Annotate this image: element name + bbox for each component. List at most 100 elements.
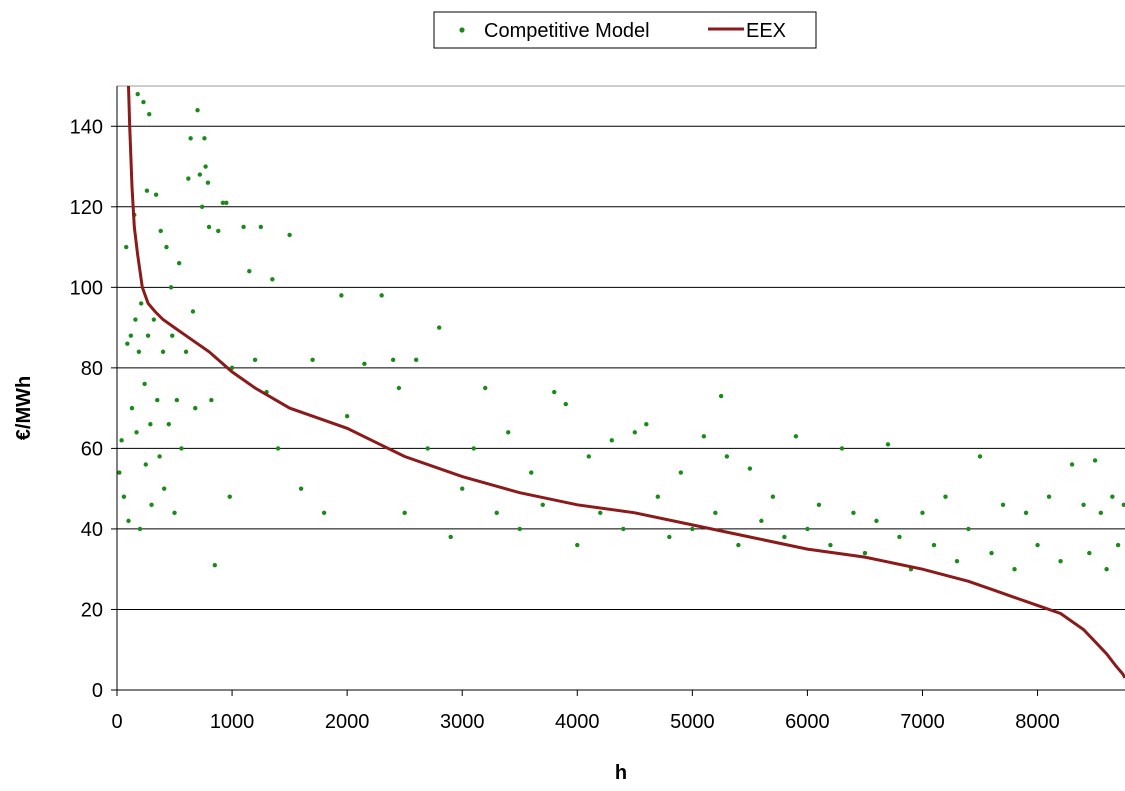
competitive-model-point xyxy=(186,176,191,181)
competitive-model-point xyxy=(874,518,879,524)
competitive-model-point xyxy=(137,526,143,532)
x-tick-label: 4000 xyxy=(555,711,600,733)
y-tick-label: 20 xyxy=(81,599,103,621)
competitive-model-point xyxy=(1023,510,1029,516)
competitive-model-point xyxy=(1115,542,1121,548)
x-tick-label: 7000 xyxy=(900,711,945,733)
competitive-model-point xyxy=(216,228,221,234)
competitive-model-point xyxy=(143,462,148,467)
competitive-model-point xyxy=(224,200,229,205)
competitive-model-point xyxy=(141,99,146,105)
competitive-model-point xyxy=(471,446,476,451)
competitive-model-point xyxy=(129,405,135,411)
competitive-model-point xyxy=(529,470,534,475)
y-tick-label: 80 xyxy=(81,358,103,380)
plot-area xyxy=(117,85,1125,679)
competitive-model-point xyxy=(413,357,419,363)
competitive-model-point xyxy=(128,333,134,338)
competitive-model-point xyxy=(943,494,948,499)
competitive-model-point xyxy=(782,534,787,540)
y-tick-label: 100 xyxy=(70,277,103,299)
competitive-model-point xyxy=(258,224,264,230)
competitive-model-point xyxy=(310,357,315,363)
x-tick-label: 6000 xyxy=(785,711,830,733)
competitive-model-point xyxy=(396,385,402,391)
competitive-model-point xyxy=(188,136,193,141)
competitive-model-point xyxy=(227,494,232,499)
competitive-model-point xyxy=(145,333,151,338)
competitive-model-point xyxy=(483,385,488,391)
competitive-model-point xyxy=(1069,462,1075,467)
competitive-model-point xyxy=(170,333,175,338)
competitive-model-point xyxy=(1092,458,1098,463)
competitive-model-point xyxy=(206,224,212,230)
competitive-model-point xyxy=(816,502,822,507)
competitive-model-point xyxy=(609,438,614,443)
competitive-model-point xyxy=(321,510,327,516)
competitive-model-point xyxy=(1035,542,1040,548)
competitive-model-point xyxy=(448,534,453,540)
competitive-model-point xyxy=(402,510,407,516)
competitive-model-point xyxy=(839,446,845,451)
eex-line xyxy=(127,85,1125,679)
axes: 0 20 40 60 80 100 120 140 0 1000 2000 3000 4000 5000 6… xyxy=(70,86,1125,733)
competitive-model-point xyxy=(168,285,174,290)
competitive-model-point xyxy=(199,204,205,209)
competitive-model-point xyxy=(298,486,304,491)
competitive-model-point xyxy=(362,361,367,367)
competitive-model-point xyxy=(138,301,144,306)
competitive-model-point xyxy=(119,438,124,443)
competitive-model-point xyxy=(174,397,180,403)
competitive-model-point xyxy=(759,518,764,524)
competitive-model-point xyxy=(724,454,730,459)
competitive-model-point xyxy=(202,136,207,141)
competitive-model-point xyxy=(747,466,753,471)
competitive-model-point xyxy=(954,558,960,564)
competitive-model-point xyxy=(1098,510,1104,516)
competitive-model-point xyxy=(690,526,695,532)
y-axis-title: €/MWh xyxy=(13,376,35,440)
competitive-model-point xyxy=(136,349,142,354)
competitive-model-point xyxy=(977,454,983,459)
competitive-model-point xyxy=(390,357,396,363)
competitive-model-point xyxy=(506,430,511,435)
competitive-model-point xyxy=(540,502,545,507)
competitive-model-point xyxy=(126,518,131,524)
competitive-model-point xyxy=(586,454,591,459)
competitive-model-point xyxy=(183,349,189,354)
competitive-model-point xyxy=(203,164,208,169)
competitive-model-point xyxy=(160,349,166,354)
competitive-model-point xyxy=(736,542,741,548)
y-tick-label: 140 xyxy=(70,116,103,138)
competitive-model-point xyxy=(1000,502,1006,507)
competitive-model-point xyxy=(425,446,430,451)
competitive-model-point xyxy=(1012,567,1017,572)
competitive-model-point xyxy=(241,224,246,230)
x-tick-label: 8000 xyxy=(1015,711,1060,733)
competitive-model-point xyxy=(164,244,169,250)
x-tick-label: 2000 xyxy=(325,711,370,733)
competitive-model-point xyxy=(718,393,724,399)
competitive-model-point xyxy=(148,422,153,427)
competitive-model-point xyxy=(667,534,672,540)
competitive-model-point xyxy=(1104,567,1109,572)
competitive-model-point xyxy=(805,526,810,532)
competitive-model-point xyxy=(897,534,902,540)
competitive-model-point xyxy=(195,107,200,113)
legend-label-competitive-model: Competitive Model xyxy=(484,20,650,42)
competitive-model-point xyxy=(621,526,626,532)
legend-box xyxy=(433,11,817,49)
competitive-model-point xyxy=(193,405,198,411)
competitive-model-point xyxy=(197,172,203,177)
competitive-model-point xyxy=(575,542,580,548)
competitive-model-point xyxy=(339,293,344,298)
competitive-model-point xyxy=(121,494,127,499)
competitive-model-point xyxy=(1121,502,1125,507)
competitive-model-point xyxy=(287,232,292,238)
competitive-model-point xyxy=(190,309,196,314)
competitive-model-point xyxy=(176,260,182,266)
competitive-model-point xyxy=(966,526,971,532)
competitive-model-point xyxy=(1081,502,1086,507)
y-tick-label: 60 xyxy=(81,438,103,460)
